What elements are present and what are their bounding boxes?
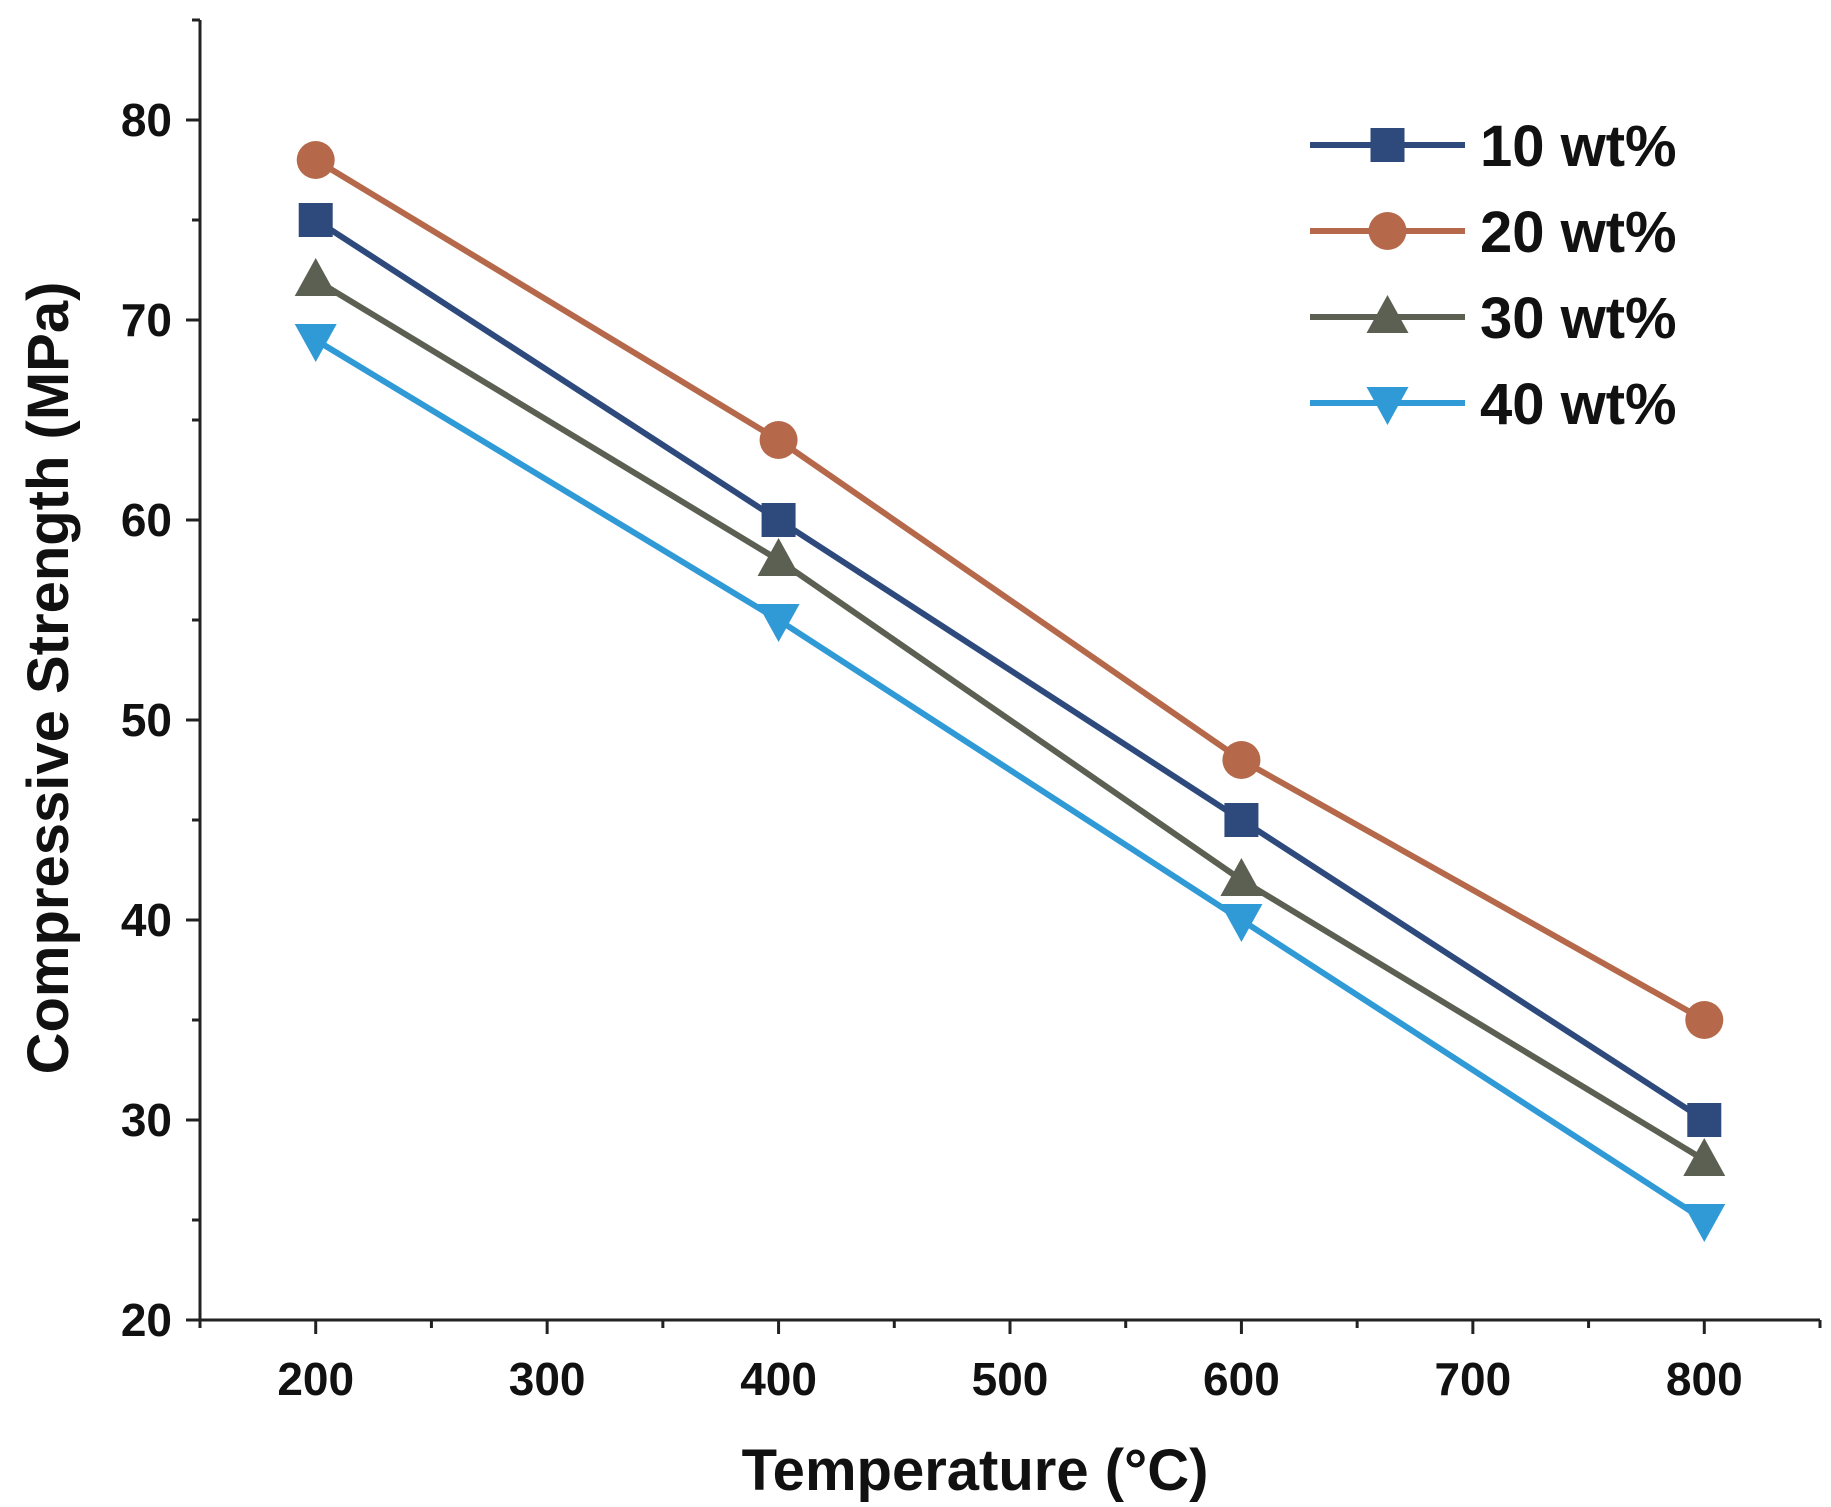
axes: 200 300 400 500 600 700 800 20 30 40 50 60 70 80 <box>121 18 1822 1405</box>
legend-label: 40 wt% <box>1480 372 1677 437</box>
legend-item: 30 wt% <box>1310 286 1677 351</box>
y-tick-label: 30 <box>121 1094 172 1146</box>
data-point <box>761 503 796 537</box>
legend: 10 wt% 20 wt% 30 wt% 40 wt% <box>1310 114 1677 437</box>
x-tick-label: 600 <box>1203 1353 1280 1405</box>
legend-marker <box>1368 212 1407 250</box>
series-4 <box>294 324 1726 1242</box>
legend-label: 20 wt% <box>1480 200 1677 265</box>
series-1 <box>298 203 1722 1137</box>
legend-item: 20 wt% <box>1310 200 1677 265</box>
data-point <box>1220 858 1263 896</box>
series-line <box>314 277 1706 1163</box>
data-point <box>1220 904 1263 942</box>
y-tick-label: 70 <box>121 294 172 346</box>
series-3 <box>294 258 1726 1176</box>
legend-label: 30 wt% <box>1480 286 1677 351</box>
data-point <box>759 421 798 459</box>
x-tick-label: 300 <box>509 1353 586 1405</box>
data-point <box>757 604 800 642</box>
y-tick-label: 60 <box>121 494 172 546</box>
x-tick-label: 200 <box>277 1353 354 1405</box>
legend-marker <box>1366 387 1409 425</box>
x-tick-label: 700 <box>1434 1353 1511 1405</box>
data-point <box>1224 803 1259 837</box>
data-point <box>298 203 333 237</box>
data-point <box>1683 1138 1726 1176</box>
y-axis-title: Compressive Strength (MPa) <box>16 282 81 1075</box>
data-point <box>294 324 337 362</box>
data-point <box>1222 741 1261 779</box>
x-tick-label: 400 <box>740 1353 817 1405</box>
series-line <box>314 217 1706 1123</box>
series-line <box>314 337 1706 1223</box>
data-point <box>294 258 337 296</box>
data-point <box>1683 1204 1726 1242</box>
x-axis-title: Temperature (°C) <box>742 1438 1209 1503</box>
series-line <box>314 157 1706 1023</box>
y-tick-label: 80 <box>121 94 172 146</box>
data-point <box>1687 1103 1722 1137</box>
y-tick-label: 20 <box>121 1294 172 1346</box>
y-tick-label: 40 <box>121 894 172 946</box>
series-2 <box>296 141 1724 1039</box>
x-tick-label: 500 <box>972 1353 1049 1405</box>
legend-marker <box>1366 295 1409 333</box>
data-point <box>296 141 335 179</box>
legend-item: 10 wt% <box>1310 114 1677 179</box>
data-point <box>757 538 800 576</box>
series-layer <box>294 141 1726 1242</box>
y-tick-label: 50 <box>121 694 172 746</box>
data-point <box>1685 1001 1724 1039</box>
x-tick-label: 800 <box>1666 1353 1743 1405</box>
legend-item: 40 wt% <box>1310 372 1677 437</box>
legend-marker <box>1370 128 1405 162</box>
legend-label: 10 wt% <box>1480 114 1677 179</box>
